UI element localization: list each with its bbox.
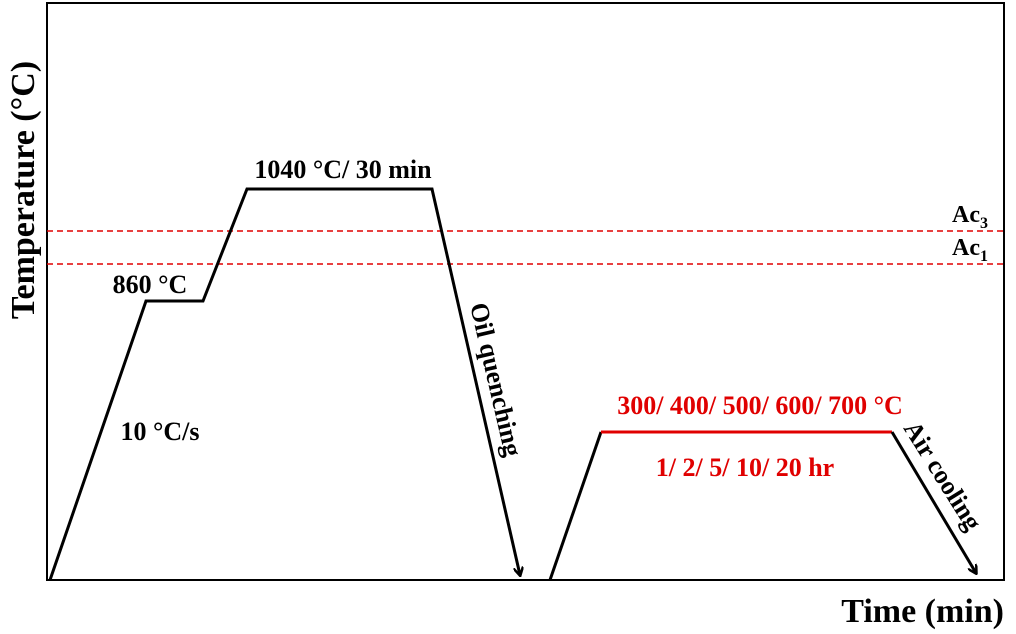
ac1-label: Ac1 [952,235,988,265]
austenitize-label: 1040 °C/ 30 min [254,155,432,184]
y-axis-label: Temperature (°C) [5,61,42,319]
temper-heat [548,431,603,581]
preheat-hold-label: 860 °C [113,270,188,299]
hardening-path [48,187,520,581]
temper-temps: 300/ 400/ 500/ 600/ 700 °C [617,391,903,420]
x-axis-label: Time (min) [841,593,1004,630]
ac3-label: Ac3 [952,202,988,232]
rate-label: 10 °C/s [120,417,199,446]
frame [46,2,1005,581]
air-cool [890,431,976,573]
quench-label: Oil quenching [464,300,528,459]
temper-times: 1/ 2/ 5/ 10/ 20 hr [656,453,834,482]
